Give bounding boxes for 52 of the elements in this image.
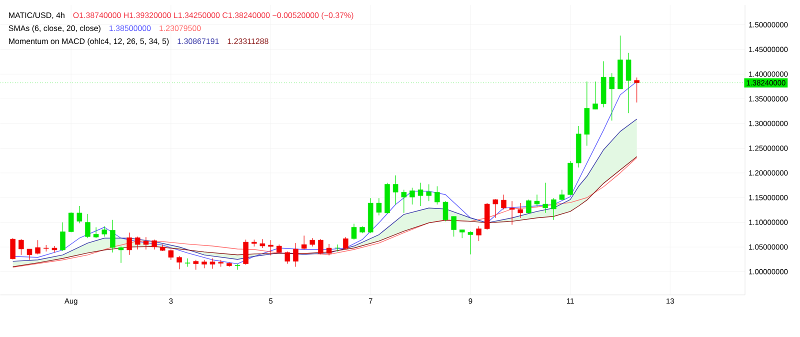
candlestick — [426, 184, 432, 202]
candlestick — [392, 175, 398, 205]
candlestick — [501, 194, 506, 210]
candlestick — [476, 226, 482, 242]
candlestick — [85, 214, 90, 238]
candlestick — [110, 220, 116, 253]
candlestick — [343, 236, 348, 250]
candlestick — [318, 238, 324, 255]
candlestick — [168, 249, 174, 260]
candlestick — [26, 248, 32, 260]
candlestick — [376, 198, 382, 216]
candlestick — [518, 202, 524, 218]
candlestick — [76, 206, 82, 224]
candlestick — [10, 238, 16, 260]
candlestick — [210, 258, 216, 270]
candlestick — [193, 260, 199, 270]
candlestick — [492, 198, 498, 218]
candlestick — [468, 230, 474, 255]
candlestick — [152, 239, 157, 250]
candlestick — [260, 238, 266, 248]
candlestick — [184, 258, 190, 268]
candlestick — [126, 232, 132, 256]
candlestick — [509, 200, 515, 226]
candlestick — [442, 200, 448, 222]
candlestick — [35, 240, 40, 255]
candlestick — [401, 189, 407, 214]
candlestick — [135, 236, 140, 250]
candlestick — [234, 264, 240, 270]
candlestick — [451, 216, 456, 237]
candlestick — [118, 246, 124, 264]
candlestick — [143, 236, 149, 250]
candlestick — [52, 246, 58, 253]
candlestick — [268, 240, 274, 256]
candlestick — [284, 251, 290, 264]
candlestick — [243, 239, 248, 266]
candlestick — [434, 186, 440, 205]
candlestick — [418, 182, 424, 206]
candlestick — [93, 227, 99, 238]
candlestick — [410, 187, 415, 205]
candlestick — [326, 244, 332, 256]
candlestick — [102, 226, 108, 237]
candlestick — [293, 242, 298, 268]
candlestick — [60, 222, 66, 252]
candlestick — [526, 199, 532, 214]
candlestick — [18, 238, 24, 256]
candlestick — [301, 235, 307, 250]
candlestick — [351, 224, 357, 240]
candlestick — [634, 77, 640, 103]
candlestick — [542, 182, 548, 214]
candlestick — [534, 194, 540, 207]
candlestick — [176, 256, 182, 270]
candlestick — [551, 198, 556, 220]
